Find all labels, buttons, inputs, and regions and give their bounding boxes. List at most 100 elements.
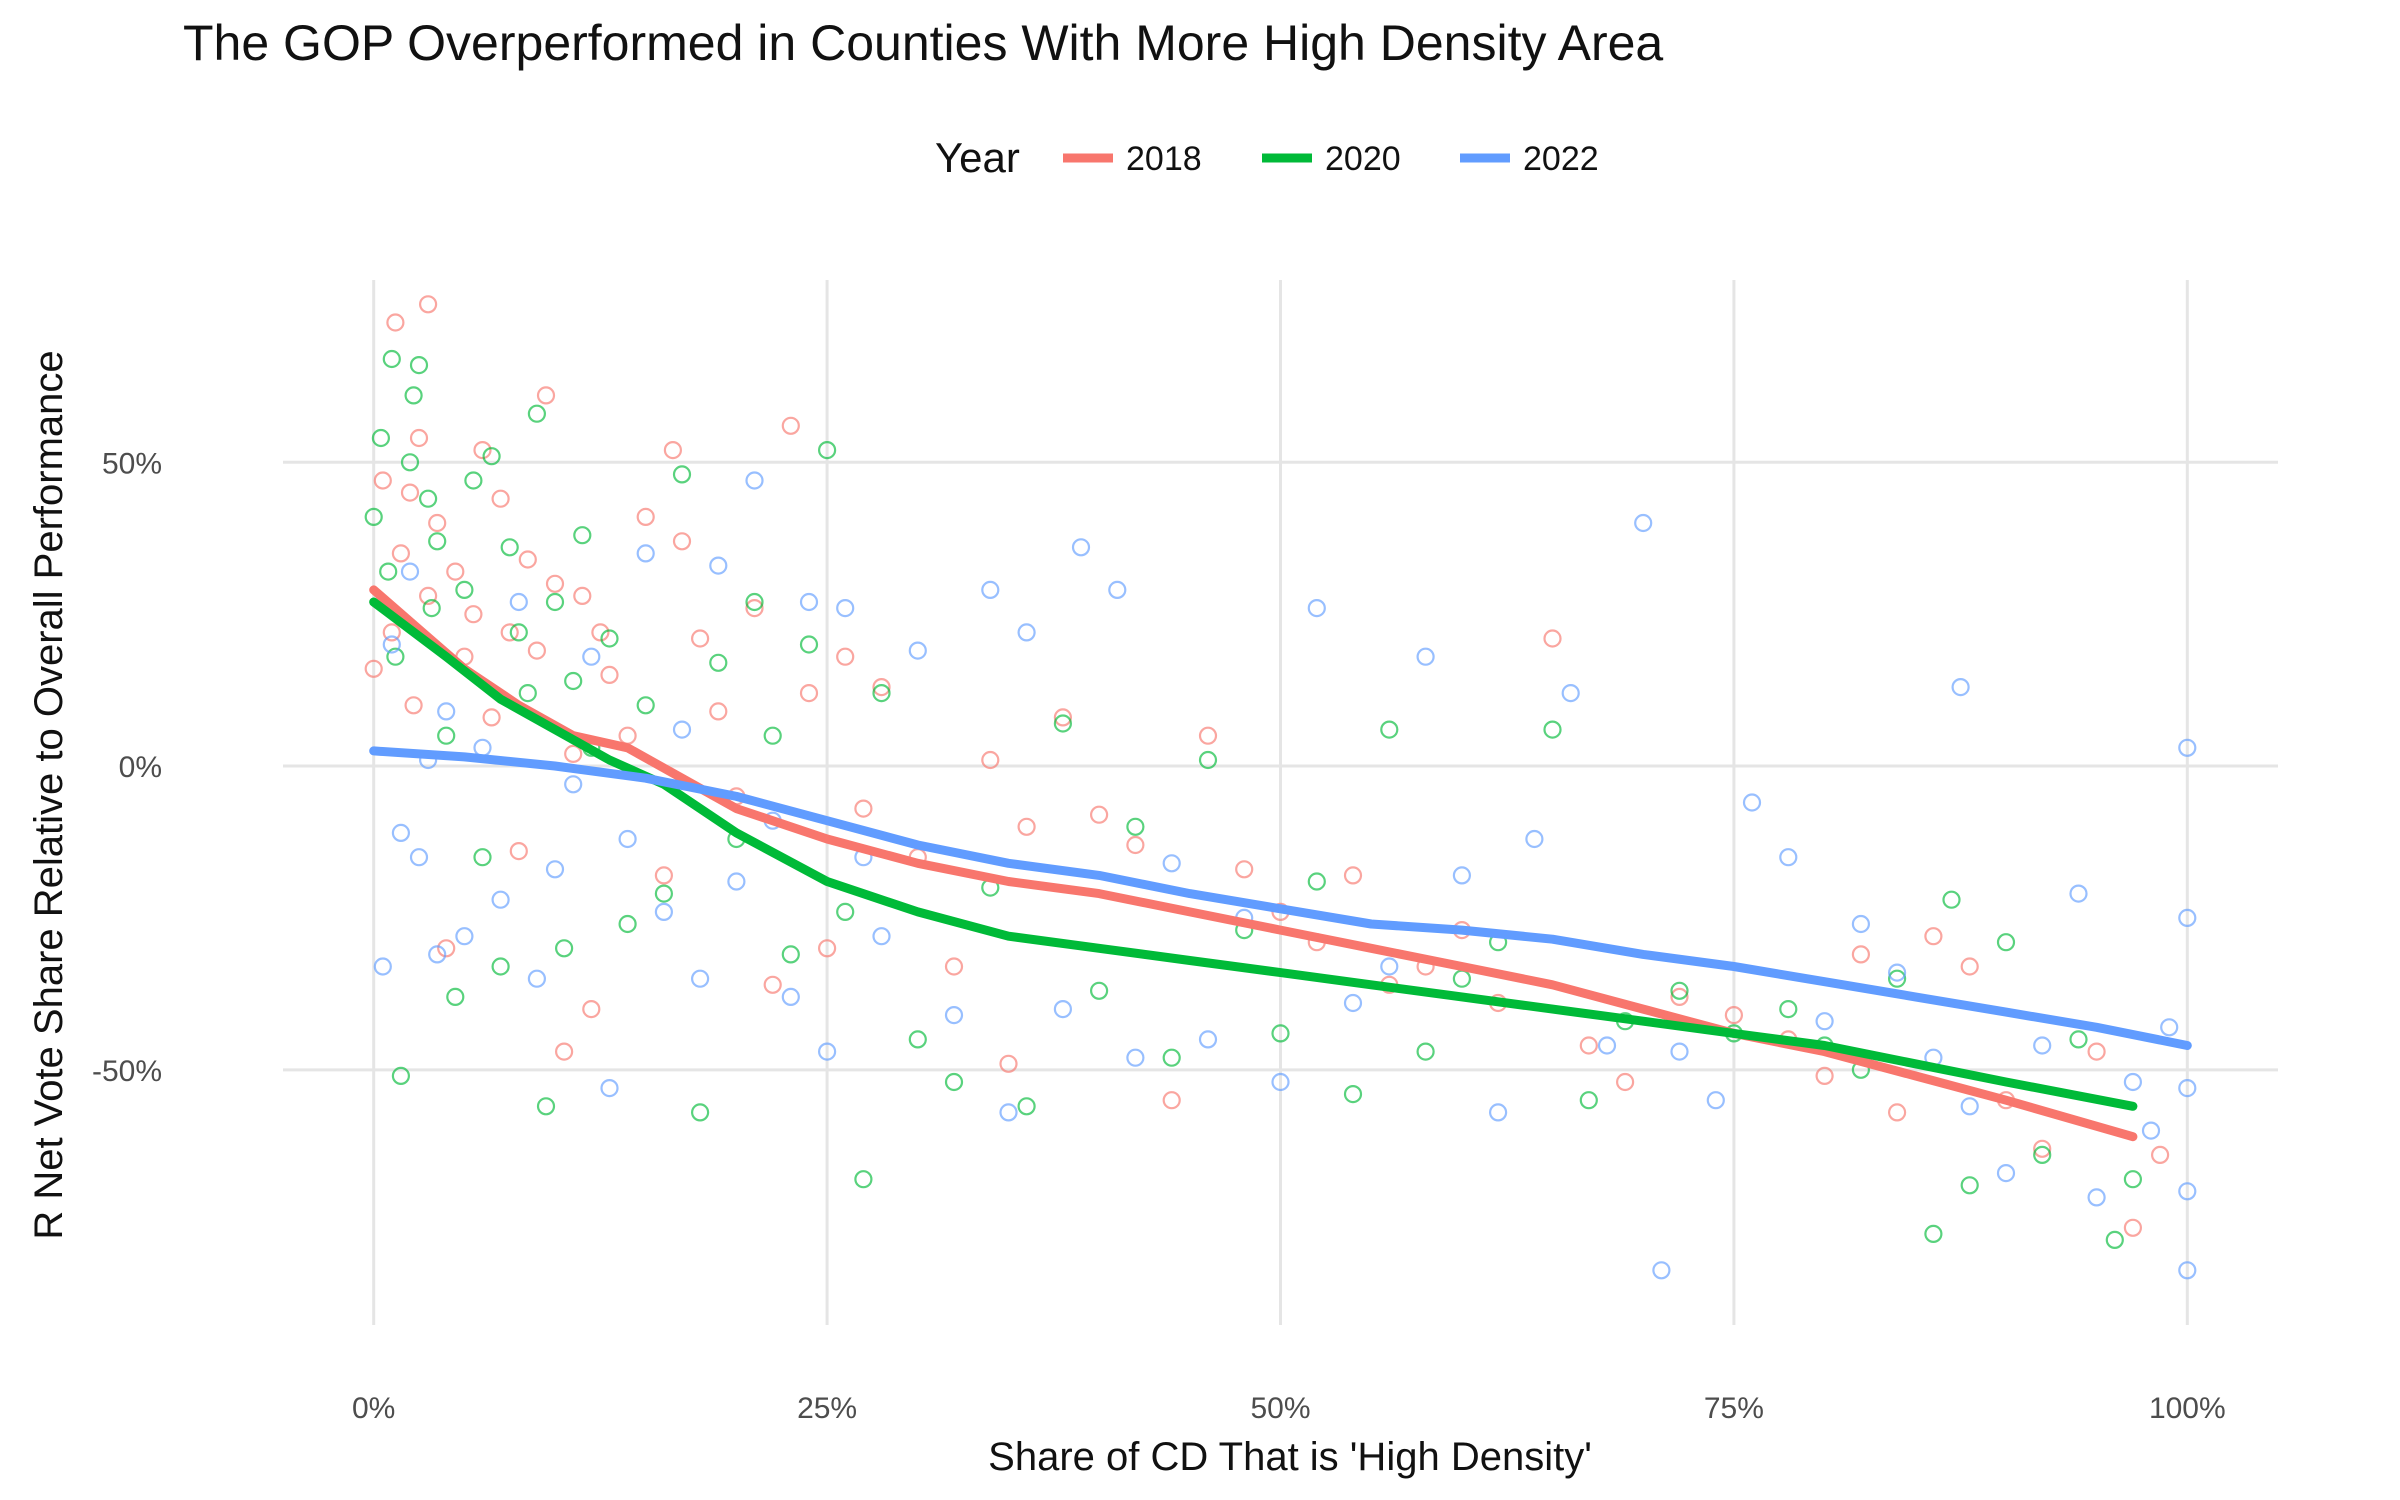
axis-ticks: 0% 25% 50% 75% 100% 50% 0% -50%: [92, 447, 2226, 1425]
data-point-2020: [2123, 1170, 2142, 1189]
data-point-2022: [2033, 1036, 2052, 1055]
data-point-2022: [872, 927, 891, 946]
legend-label-2022: 2022: [1523, 140, 1599, 178]
data-point-2018: [564, 744, 583, 764]
data-point-2022: [428, 945, 447, 964]
data-point-2022: [1071, 538, 1091, 557]
data-point-2020: [1779, 999, 1798, 1019]
x-tick-label: 25%: [797, 1392, 857, 1425]
data-point-2022: [437, 702, 456, 721]
smooth-line-2020: [369, 597, 2138, 1111]
data-point-2022: [373, 957, 392, 976]
data-point-2020: [554, 939, 574, 958]
data-point-2020: [382, 349, 401, 369]
data-point-2020: [364, 507, 383, 527]
data-point-2018: [2123, 1218, 2142, 1237]
data-point-2020: [422, 598, 441, 618]
data-point-2022: [1198, 1030, 1218, 1049]
data-point-2018: [944, 957, 964, 976]
y-tick-label: -50%: [92, 1055, 162, 1088]
data-point-2020: [536, 1097, 556, 1116]
data-point-2022: [382, 635, 401, 654]
data-point-2022: [1488, 1103, 1508, 1122]
data-point-2022: [527, 969, 547, 988]
data-point-2018: [437, 939, 456, 958]
data-point-2018: [409, 428, 429, 448]
data-point-2018: [527, 641, 547, 660]
data-point-2018: [1235, 860, 1254, 879]
data-point-2018: [419, 295, 438, 314]
data-point-2018: [2033, 1139, 2052, 1158]
data-point-2020: [1924, 1224, 1943, 1244]
data-point-2022: [2141, 1121, 2161, 1140]
data-point-2020: [1942, 890, 1961, 909]
data-point-2018: [1815, 1066, 1834, 1086]
data-point-2020: [419, 489, 438, 508]
data-point-2018: [428, 513, 447, 533]
data-point-2020: [854, 1170, 873, 1189]
data-point-2020: [400, 453, 420, 472]
data-point-2022: [636, 544, 655, 563]
data-point-2020: [386, 647, 405, 666]
smooth-lines: [369, 585, 2192, 1142]
data-point-2018: [364, 659, 383, 678]
data-point-2018: [545, 574, 565, 593]
data-point-2018: [1017, 817, 1036, 836]
data-point-2022: [709, 556, 728, 575]
data-point-2018: [745, 598, 764, 618]
data-point-2020: [1271, 1024, 1290, 1043]
data-point-2020: [527, 404, 547, 423]
data-point-2018: [1543, 629, 1562, 648]
data-point-2018: [591, 623, 610, 642]
data-point-2022: [981, 580, 1000, 600]
data-point-2020: [600, 629, 619, 648]
data-point-2018: [1089, 805, 1109, 824]
data-point-2018: [2151, 1145, 2170, 1165]
data-point-2020: [545, 592, 565, 612]
data-point-2022: [582, 647, 601, 666]
data-point-2020: [518, 683, 537, 703]
data-point-2018: [373, 471, 392, 490]
data-point-2022: [391, 823, 410, 843]
data-point-2020: [1670, 981, 1689, 1000]
data-point-2018: [1924, 927, 1943, 946]
data-point-2022: [1271, 1072, 1290, 1092]
data-point-2022: [2178, 908, 2197, 928]
data-point-2020: [781, 945, 800, 964]
data-point-2020: [500, 538, 519, 557]
data-point-2018: [872, 677, 891, 697]
data-point-2022: [836, 598, 855, 618]
legend-label-2018: 2018: [1126, 140, 1202, 178]
data-point-2020: [836, 902, 855, 922]
data-point-2018: [817, 939, 837, 958]
data-point-2020: [379, 562, 398, 581]
data-point-2018: [981, 750, 1000, 770]
data-point-2022: [1996, 1163, 2016, 1183]
data-point-2022: [1960, 1097, 1979, 1116]
data-point-2020: [1017, 1097, 1036, 1116]
data-point-2022: [1525, 829, 1544, 849]
data-point-2022: [1126, 1048, 1145, 1067]
smooth-line-2022: [369, 746, 2192, 1050]
data-point-2018: [1960, 957, 1979, 976]
data-point-2022: [1307, 598, 1326, 618]
y-axis-title: R Net Vote Share Relative to Overall Per…: [27, 350, 71, 1239]
data-point-2018: [1053, 708, 1073, 727]
data-point-2022: [2160, 1018, 2179, 1037]
data-point-2022: [690, 969, 710, 988]
data-point-2022: [2087, 1188, 2106, 1207]
data-point-2020: [464, 471, 483, 490]
data-point-2022: [1670, 1042, 1689, 1061]
data-point-2020: [872, 683, 891, 703]
data-point-2018: [573, 586, 592, 606]
data-point-2020: [672, 465, 692, 484]
data-point-2018: [999, 1054, 1018, 1073]
data-point-2022: [654, 902, 674, 922]
data-point-2018: [799, 683, 819, 703]
data-point-2022: [1380, 957, 1399, 976]
data-point-2020: [1960, 1176, 1979, 1195]
data-point-2022: [2178, 1261, 2197, 1280]
data-point-2022: [2069, 884, 2088, 903]
data-point-2022: [400, 562, 420, 581]
data-point-2018: [400, 483, 420, 502]
